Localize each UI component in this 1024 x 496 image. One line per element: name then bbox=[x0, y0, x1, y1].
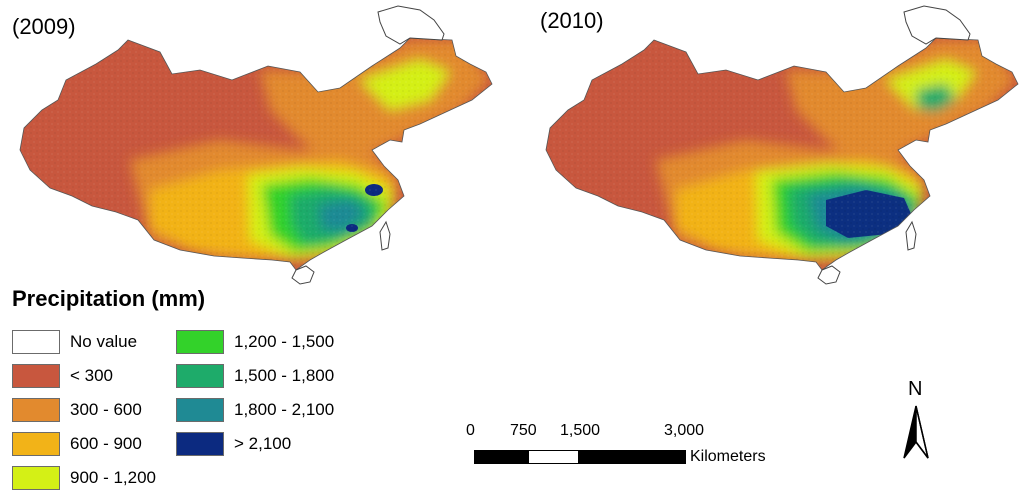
legend-swatch bbox=[12, 330, 60, 354]
no-value-area-island bbox=[291, 265, 315, 285]
precipitation-map-2009 bbox=[19, 5, 493, 285]
legend-swatch bbox=[12, 466, 60, 490]
legend-swatch bbox=[176, 432, 224, 456]
legend-swatch bbox=[12, 364, 60, 388]
legend-label: 1,200 - 1,500 bbox=[234, 332, 335, 351]
precipitation-map-2010 bbox=[545, 5, 1019, 285]
no-value-area-taiwan bbox=[379, 220, 391, 251]
scale-tick-label: 3,000 bbox=[664, 422, 705, 439]
scale-bar-segment bbox=[528, 450, 580, 464]
legend-item: 600 - 900 bbox=[12, 430, 142, 458]
scale-tick-label: 1,500 bbox=[560, 422, 601, 439]
map-title-2010: (2010) bbox=[540, 8, 604, 33]
legend-swatch bbox=[12, 432, 60, 456]
legend-item: 1,800 - 2,100 bbox=[176, 396, 334, 424]
legend-swatch bbox=[176, 330, 224, 354]
scale-units: Kilometers bbox=[690, 448, 766, 465]
no-value-area-island bbox=[817, 265, 841, 285]
legend-swatch bbox=[176, 364, 224, 388]
legend-label: 1,800 - 2,100 bbox=[234, 400, 335, 419]
scale-tick-label: 0 bbox=[466, 422, 475, 439]
legend-swatch bbox=[176, 398, 224, 422]
north-arrow-icon bbox=[903, 405, 929, 459]
no-value-area-north bbox=[903, 5, 971, 45]
legend-item: 900 - 1,200 bbox=[12, 464, 156, 492]
no-value-area-taiwan bbox=[905, 220, 917, 251]
legend-title: Precipitation (mm) bbox=[12, 286, 206, 311]
legend-label: < 300 bbox=[70, 366, 114, 385]
legend-label: 300 - 600 bbox=[70, 400, 142, 419]
legend-label: 900 - 1,200 bbox=[70, 468, 157, 487]
north-arrow: N bbox=[898, 378, 938, 462]
legend-label: 600 - 900 bbox=[70, 434, 142, 453]
legend-item: < 300 bbox=[12, 362, 113, 390]
legend-label: > 2,100 bbox=[234, 434, 292, 453]
scale-bar: 0 750 1,500 3,000 Kilometers bbox=[466, 422, 786, 472]
legend-item: 300 - 600 bbox=[12, 396, 142, 424]
scale-bar-segment bbox=[474, 450, 530, 464]
legend-item: No value bbox=[12, 328, 137, 356]
legend-label: No value bbox=[70, 332, 138, 351]
legend-item: 1,500 - 1,800 bbox=[176, 362, 334, 390]
legend-swatch bbox=[12, 398, 60, 422]
legend-item: > 2,100 bbox=[176, 430, 291, 458]
scale-bar-segment bbox=[578, 450, 686, 464]
map-title-2009: (2009) bbox=[12, 14, 76, 39]
north-letter: N bbox=[908, 378, 923, 400]
legend-item: 1,200 - 1,500 bbox=[176, 328, 334, 356]
scale-tick-label: 750 bbox=[510, 422, 537, 439]
no-value-area-north bbox=[377, 5, 445, 45]
legend-label: 1,500 - 1,800 bbox=[234, 366, 335, 385]
